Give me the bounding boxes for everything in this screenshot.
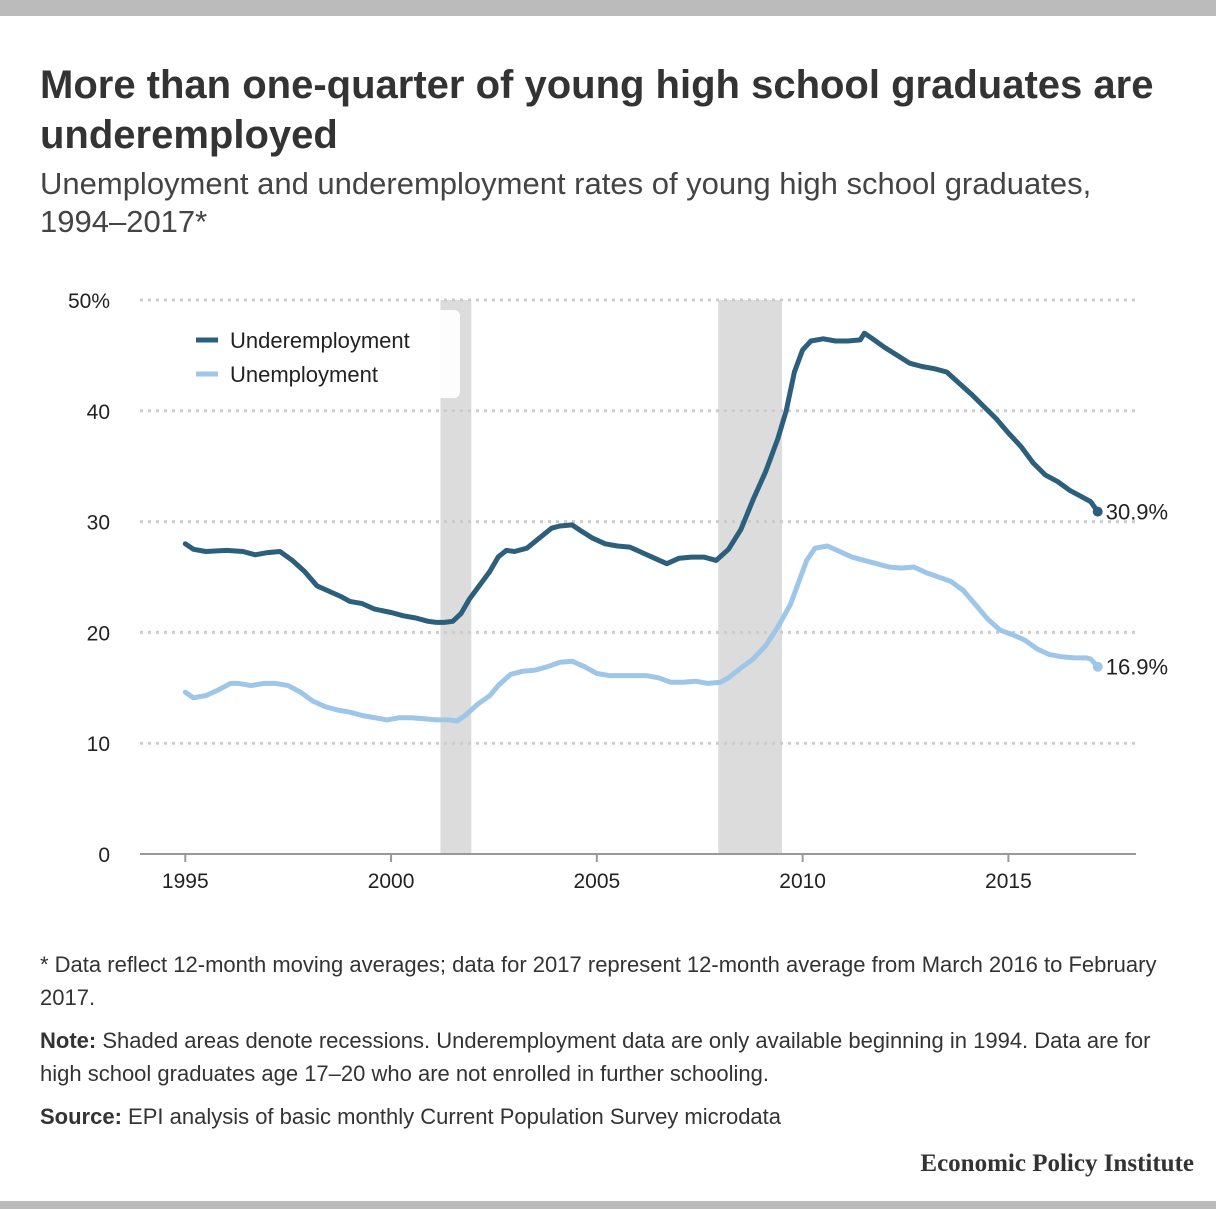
y-tick-label: 50% — [68, 290, 110, 313]
bottom-border — [0, 1201, 1216, 1209]
legend-label-unemployment: Unemployment — [230, 362, 378, 387]
y-tick-label: 40 — [87, 401, 110, 424]
source-paragraph: Source: EPI analysis of basic monthly Cu… — [40, 1100, 1180, 1133]
note-text: Shaded areas denote recessions. Underemp… — [40, 1028, 1151, 1086]
series-end-label-underemployment: 30.9% — [1106, 500, 1168, 525]
y-tick-label: 20 — [87, 622, 110, 645]
note-label: Note: — [40, 1028, 97, 1053]
x-tick-label: 2000 — [368, 870, 415, 893]
legend-label-underemployment: Underemployment — [230, 328, 410, 353]
x-tick-label: 2015 — [985, 870, 1032, 893]
note-paragraph: Note: Shaded areas denote recessions. Un… — [40, 1024, 1180, 1090]
chart-subtitle: Unemployment and underemployment rates o… — [40, 166, 1092, 239]
line-chart: 0 10 20 30 40 50% 1995 2000 2005 2010 2015 16.9% 30.… — [68, 290, 1168, 893]
source-text: EPI analysis of basic monthly Current Po… — [121, 1104, 782, 1129]
series-line-unemployment — [182, 543, 1101, 724]
notes-block: * Data reflect 12-month moving averages;… — [40, 948, 1180, 1143]
y-tick-label: 10 — [87, 733, 110, 756]
chart-title: More than one-quarter of young high scho… — [40, 63, 1154, 157]
x-tick-label: 2010 — [779, 870, 826, 893]
recession-band-1 — [718, 300, 783, 854]
legend-box — [180, 310, 460, 398]
series-endpoint-underemployment — [1092, 506, 1103, 517]
top-border — [0, 0, 1216, 16]
y-tick-label: 0 — [98, 844, 110, 867]
source-label: Source: — [40, 1104, 122, 1129]
brand-logo: Economic Policy Institute — [920, 1150, 1194, 1177]
y-tick-label: 30 — [87, 512, 110, 535]
x-tick-label: 2005 — [573, 870, 620, 893]
series-line-underemployment — [182, 330, 1101, 625]
footnote: * Data reflect 12-month moving averages;… — [40, 952, 1157, 1010]
series-end-label-unemployment: 16.9% — [1106, 655, 1168, 680]
series-endpoint-unemployment — [1092, 661, 1103, 672]
x-tick-label: 1995 — [162, 870, 209, 893]
